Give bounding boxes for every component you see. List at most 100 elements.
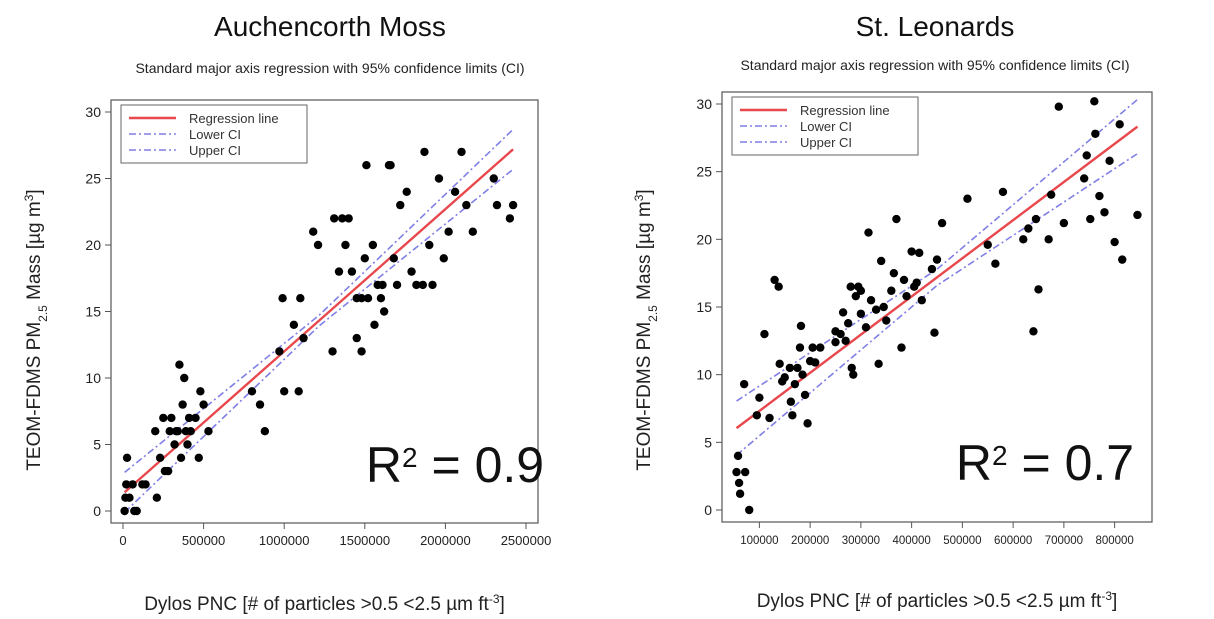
data-point [122,480,131,489]
data-point [846,282,855,291]
data-point [838,308,848,317]
data-point [338,214,347,223]
data-point [191,413,200,423]
data-point [247,387,257,396]
data-point [871,305,881,314]
y-tick-label: 15 [85,304,101,320]
legend-box [120,104,308,164]
data-point [1105,156,1114,166]
data-point [170,440,179,449]
data-point [1095,191,1104,201]
y-tick-label: 5 [704,434,712,450]
data-point [788,411,797,420]
y-tick-label: 20 [696,231,712,247]
data-point [876,256,886,266]
chart-title: Auchencorth Moss [214,11,446,42]
data-point [120,506,129,516]
data-point [199,400,208,409]
data-point [152,493,162,502]
x-tick-label: 1000000 [259,533,310,548]
y-tick-label: 25 [696,164,712,180]
legend-label: Lower CI [800,119,852,134]
data-point [396,200,405,210]
data-point [1029,327,1038,336]
data-point [856,286,866,295]
data-point [1115,120,1124,129]
data-point [196,387,205,396]
x-tick-label: 0 [119,533,126,548]
data-point [1024,224,1033,233]
data-point [793,363,802,373]
y-tick-label: 0 [704,502,712,518]
y-axis-label: TEOM-FDMS PM2.5 Mass [µg m3] [22,189,50,470]
data-point [866,296,876,305]
legend-box [731,96,919,156]
x-tick-label: 300000 [842,535,880,547]
data-point [849,370,858,379]
data-point [752,411,762,420]
data-point [508,200,518,210]
data-point [425,240,434,250]
data-point [275,347,284,356]
data-point [360,254,369,263]
data-point [831,337,840,347]
data-point [755,393,764,402]
data-point [173,427,183,436]
data-point [402,187,411,196]
data-point [278,294,287,303]
data-point [879,302,888,312]
data-point [1086,214,1095,224]
x-tick-label: 500000 [182,533,225,548]
y-tick-label: 30 [85,104,101,120]
data-point [125,493,134,502]
x-tick-label: 100000 [740,535,778,547]
chart-subtitle: Standard major axis regression with 95% … [740,57,1129,73]
data-point [774,282,783,291]
data-point [420,147,429,157]
data-point [128,480,137,489]
data-point [352,333,361,343]
data-point [937,218,947,228]
data-point [334,267,344,276]
chart-subtitle: Standard major axis regression with 95% … [135,60,524,76]
data-point [1082,151,1091,160]
data-point [329,214,339,223]
y-tick-label: 25 [85,171,101,187]
data-point [902,291,911,301]
data-point [389,254,399,263]
data-point [1044,235,1053,244]
x-tick-label: 200000 [791,535,829,547]
data-point [780,373,789,382]
data-point [775,359,784,369]
data-point [379,307,389,316]
y-tick-label: 0 [93,503,101,519]
data-point [1110,237,1119,247]
data-point [796,321,806,331]
data-point [983,240,992,249]
data-point [151,427,160,436]
data-point [428,280,437,290]
x-tick-label: 1500000 [339,533,390,548]
data-point [932,255,942,264]
x-tick-label: 800000 [1095,535,1133,547]
data-point [1019,235,1028,244]
data-point [468,227,478,236]
data-point [376,294,386,303]
data-point [882,316,891,325]
data-point [790,379,800,389]
data-point [280,387,289,396]
data-point [816,343,825,352]
data-point [450,187,460,196]
data-point [186,427,195,436]
data-point [289,320,299,329]
data-point [897,343,906,352]
data-point [889,268,899,278]
chart-title: St. Leonards [856,11,1015,42]
data-point [1091,129,1100,138]
data-point [1046,190,1056,199]
data-point [1118,255,1127,264]
data-point [915,248,924,258]
y-axis-label: TEOM-FDMS PM2.5 Mass [µg m3] [632,189,660,470]
data-point [299,333,308,343]
data-point [175,360,184,369]
